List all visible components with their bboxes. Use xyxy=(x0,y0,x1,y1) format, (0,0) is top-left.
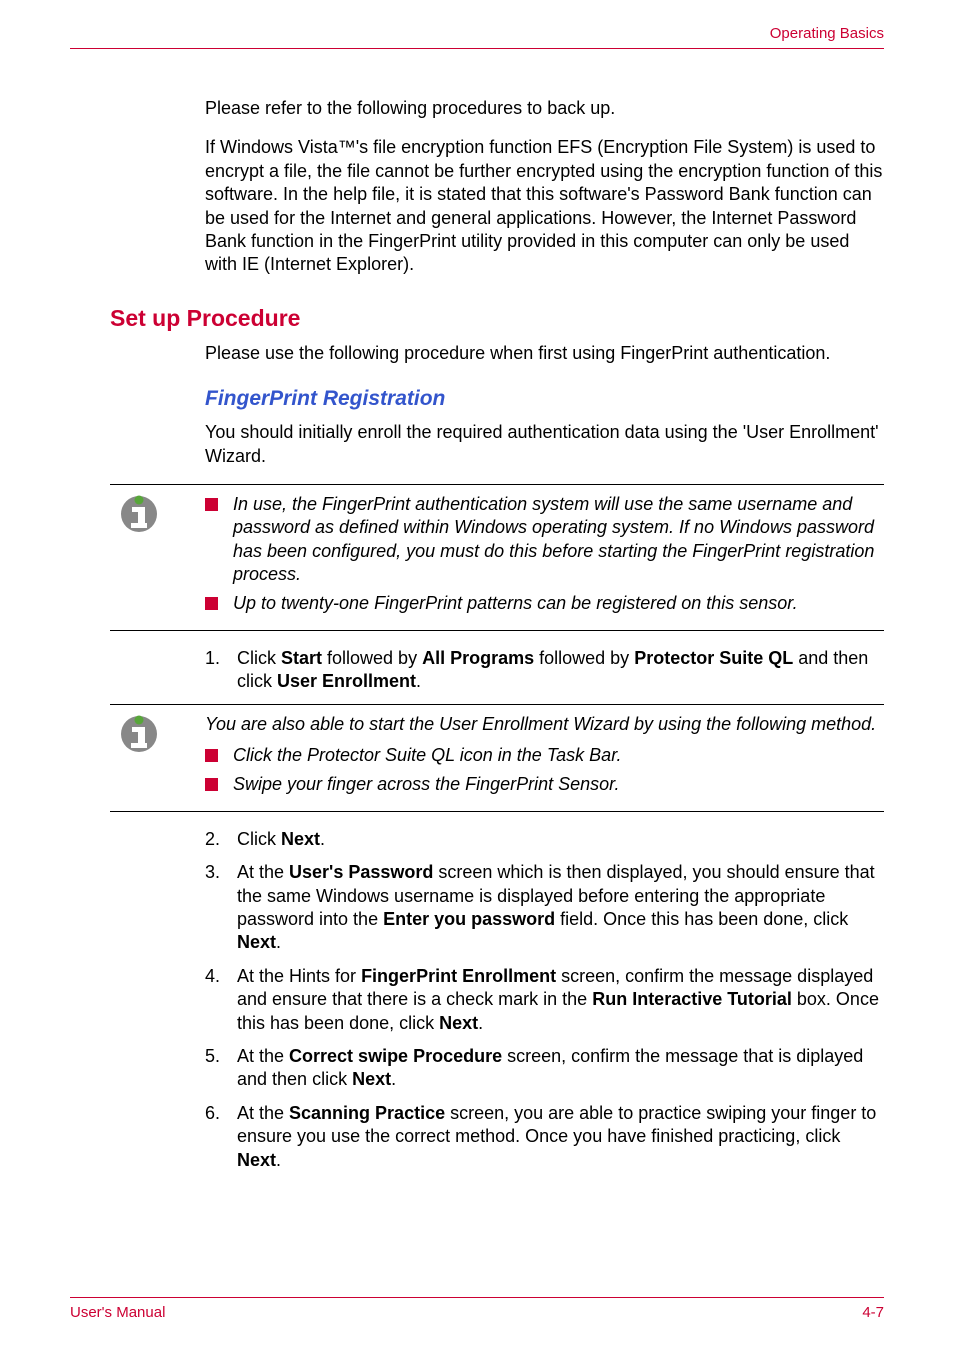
step-6-text: At the Scanning Practice screen, you are… xyxy=(237,1103,876,1170)
setup-heading: Set up Procedure xyxy=(110,305,884,332)
footer: User's Manual 4-7 xyxy=(70,1297,884,1321)
intro-p1: Please refer to the following procedures… xyxy=(205,97,884,120)
step-5-num: 5. xyxy=(205,1045,220,1068)
footer-right: 4-7 xyxy=(862,1304,884,1321)
step-5-text: At the Correct swipe Procedure screen, c… xyxy=(237,1046,863,1089)
step-2: 2. Click Next. xyxy=(205,828,884,851)
note1-list: In use, the FingerPrint authentication s… xyxy=(205,493,884,616)
info-icon xyxy=(118,713,160,755)
step-6: 6. At the Scanning Practice screen, you … xyxy=(205,1102,884,1172)
step-3-num: 3. xyxy=(205,861,220,884)
note2-lead: You are also able to start the User Enro… xyxy=(205,713,884,736)
note-content-2: You are also able to start the User Enro… xyxy=(110,713,884,797)
step-1-text: Click Start followed by All Programs fol… xyxy=(237,648,868,691)
step-2-num: 2. xyxy=(205,828,220,851)
step-3: 3. At the User's Password screen which i… xyxy=(205,861,884,955)
note-content-1: In use, the FingerPrint authentication s… xyxy=(110,493,884,616)
note1-bullet-2: Up to twenty-one FingerPrint patterns ca… xyxy=(205,592,884,615)
step-1: 1. Click Start followed by All Programs … xyxy=(205,647,884,694)
note2-list: Click the Protector Suite QL icon in the… xyxy=(205,744,884,797)
header-text: Operating Basics xyxy=(770,25,884,42)
registration-para: You should initially enroll the required… xyxy=(205,421,884,468)
step-5: 5. At the Correct swipe Procedure screen… xyxy=(205,1045,884,1092)
note-box-1: In use, the FingerPrint authentication s… xyxy=(110,484,884,631)
step-1-num: 1. xyxy=(205,647,220,670)
step-6-num: 6. xyxy=(205,1102,220,1125)
page: Operating Basics Please refer to the fol… xyxy=(0,0,954,1351)
body-area: Please refer to the following procedures… xyxy=(70,97,884,1172)
step-4: 4. At the Hints for FingerPrint Enrollme… xyxy=(205,965,884,1035)
footer-left: User's Manual xyxy=(70,1304,165,1321)
intro-p2: If Windows Vista™'s file encryption func… xyxy=(205,136,884,276)
note2-bullet-2: Swipe your finger across the FingerPrint… xyxy=(205,773,884,796)
step-3-text: At the User's Password screen which is t… xyxy=(237,862,875,952)
registration-heading: FingerPrint Registration xyxy=(205,387,884,411)
step-2-text: Click Next. xyxy=(237,829,325,849)
note2-bullet-1: Click the Protector Suite QL icon in the… xyxy=(205,744,884,767)
note-box-2: You are also able to start the User Enro… xyxy=(110,704,884,812)
step-4-text: At the Hints for FingerPrint Enrollment … xyxy=(237,966,879,1033)
step-list-2: 2. Click Next. 3. At the User's Password… xyxy=(205,828,884,1172)
note1-bullet-1: In use, the FingerPrint authentication s… xyxy=(205,493,884,587)
step-list-1: 1. Click Start followed by All Programs … xyxy=(205,647,884,694)
header-bar: Operating Basics xyxy=(70,25,884,49)
step-4-num: 4. xyxy=(205,965,220,988)
info-icon xyxy=(118,493,160,535)
setup-para: Please use the following procedure when … xyxy=(205,342,884,365)
